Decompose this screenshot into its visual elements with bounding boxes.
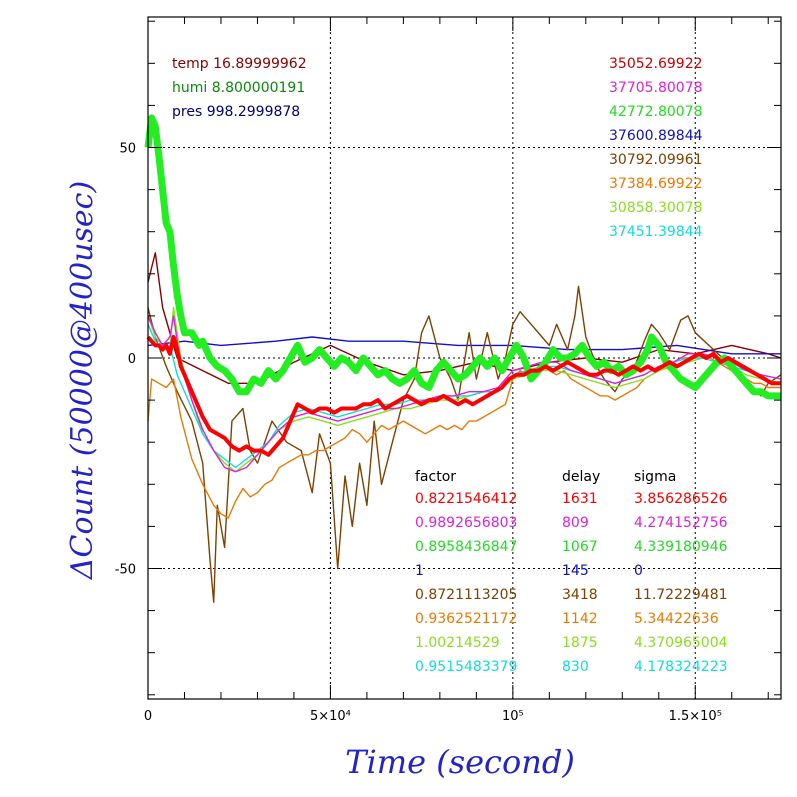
text-layer: 0 5×10⁴ 10⁵ 1.5×10⁵ 50 0 -50 temp 16.89999962 hu… — [115, 56, 728, 724]
series-line-7 — [144, 114, 781, 400]
y-tick-label: -50 — [115, 562, 136, 577]
env-reading: pres 998.2999878 — [172, 104, 300, 120]
x-tick-label: 0 — [144, 709, 152, 724]
table-cell-delay: 1875 — [562, 635, 598, 651]
table-cell-factor: 0.8721113205 — [415, 587, 517, 603]
table-cell-delay: 145 — [562, 563, 589, 579]
table-cell-sigma: 4.274152756 — [634, 515, 728, 531]
table-cell-factor: 0.8958436847 — [415, 539, 517, 555]
table-header-factor: factor — [415, 469, 456, 485]
y-tick-label: 0 — [128, 352, 136, 367]
table-cell-delay: 1631 — [562, 491, 598, 507]
table-cell-sigma: 3.856286526 — [634, 491, 728, 507]
table-cell-delay: 809 — [562, 515, 589, 531]
table-cell-factor: 1 — [415, 563, 424, 579]
table-cell-sigma: 4.370965004 — [634, 635, 728, 651]
table-cell-factor: 0.9362521172 — [415, 611, 517, 627]
table-cell-sigma: 4.178324223 — [634, 659, 728, 675]
series-line-1 — [147, 336, 781, 355]
series-line-2 — [147, 285, 782, 603]
x-tick-label: 5×10⁴ — [310, 709, 351, 724]
table-cell-factor: 1.00214529 — [415, 635, 500, 651]
x-tick-label: 1.5×10⁵ — [669, 709, 722, 724]
table-cell-delay: 1142 — [562, 611, 598, 627]
baseline-value: 30792.09961 — [609, 152, 703, 168]
x-axis-label: Time (second) — [345, 743, 575, 781]
tick-layer — [148, 17, 781, 699]
table-cell-sigma: 4.339180946 — [634, 539, 728, 555]
table-cell-factor: 0.9892656803 — [415, 515, 517, 531]
baseline-value: 37705.80078 — [609, 80, 703, 96]
baseline-value: 35052.69922 — [609, 56, 703, 72]
table-cell-factor: 0.8221546412 — [415, 491, 517, 507]
baseline-value: 42772.80078 — [609, 104, 703, 120]
baseline-value: 37600.89844 — [609, 128, 703, 144]
table-header-sigma: sigma — [634, 469, 676, 485]
baseline-value: 37384.69922 — [609, 176, 703, 192]
table-cell-delay: 1067 — [562, 539, 598, 555]
series-line-0 — [147, 252, 782, 384]
table-cell-sigma: 5.34422636 — [634, 611, 719, 627]
env-reading: humi 8.800000191 — [172, 80, 305, 96]
table-cell-sigma: 0 — [634, 563, 643, 579]
table-cell-sigma: 11.72229481 — [634, 587, 728, 603]
y-tick-label: 50 — [119, 142, 136, 157]
table-header-delay: delay — [562, 469, 600, 485]
series-layer — [144, 114, 782, 603]
table-cell-factor: 0.9515483379 — [415, 659, 517, 675]
baseline-value: 30858.30078 — [609, 200, 703, 216]
baseline-value: 37451.39844 — [609, 224, 703, 240]
series-line-8 — [146, 335, 781, 457]
x-tick-label: 10⁵ — [502, 709, 524, 724]
table-cell-delay: 3418 — [562, 587, 598, 603]
y-axis-label: ΔCount (50000@400usec) — [65, 181, 100, 580]
env-reading: temp 16.89999962 — [172, 56, 307, 72]
table-cell-delay: 830 — [562, 659, 589, 675]
